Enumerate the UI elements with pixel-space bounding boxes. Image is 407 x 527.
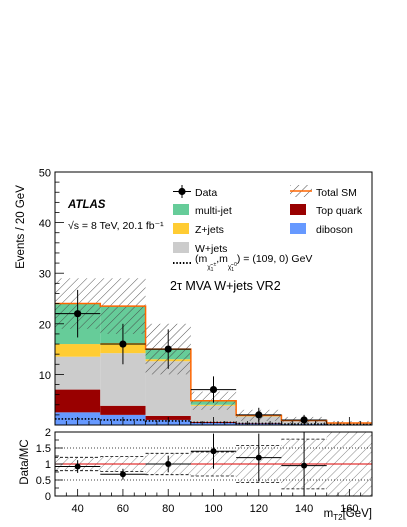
ratio-point [119,471,126,478]
legend-label-signal: (mχ̃1±,mχ̃10) = (109, 0) GeV [195,253,312,273]
legend-swatch-multi-jet [173,204,189,215]
ratio-point [301,462,308,469]
ratio-y-tick-label: 1.5 [36,443,51,455]
y-axis-label: Events / 20 GeV [15,185,27,269]
experiment-label: ATLAS [67,199,106,211]
x-tick-label: 160 [340,503,358,515]
x-tick-label: 60 [117,503,129,515]
data-point [255,411,263,419]
energy-label: √s = 8 TeV, 20.1 fb⁻¹ [68,220,164,232]
ratio-point [210,448,217,455]
legend-label-w-jets: W+jets [195,243,227,255]
legend-swatch-z-jets [173,223,189,234]
y-tick-label: 30 [39,269,51,281]
labels: ATLAS √s = 8 TeV, 20.1 fb⁻¹ 2τ MVA W+jet… [15,185,281,485]
data-point [209,385,218,394]
legend-swatch-diboson [290,223,306,234]
ratio-y-tick-label: 2 [45,427,51,439]
main-plot-area [55,278,372,425]
legend-label-diboson: diboson [316,224,353,236]
legend-label-multi-jet: multi-jet [195,205,232,217]
legend-swatch-w-jets [173,242,189,253]
ratio-point [255,454,262,461]
y-tick-label: 20 [39,319,51,331]
legend-label-z-jets: Z+jets [195,224,224,236]
x-tick-label: 100 [204,503,222,515]
ratio-y-tick-label: 1 [45,459,51,471]
ratio-y-tick-label: 0 [45,491,51,503]
region-label: 2τ MVA W+jets VR2 [170,279,281,293]
y-tick-label: 40 [39,218,51,230]
ratio-uncertainty-edge [145,452,191,476]
legend-swatch-top-quark [290,204,306,215]
y-tick-label: 50 [39,168,51,180]
ratio-y-tick-label: 0.5 [36,475,51,487]
bar-z-jets [55,344,101,357]
data-point [119,340,127,348]
legend-label-total-sm: Total SM [316,187,357,199]
x-tick-label: 140 [295,503,313,515]
legend-data-marker [178,187,186,196]
main-plot: 10 20 30 40 50 [39,168,373,426]
y-tick-label: 10 [39,370,51,382]
x-tick-label: 80 [162,503,174,515]
bar-top-quark [100,405,146,415]
ratio-plot-area [55,432,372,496]
data-point [164,345,172,353]
ratio-y-axis-label: Data/MC [19,439,31,484]
x-tick-label: 120 [250,503,268,515]
legend-label-data: Data [195,187,217,199]
ratio-point [165,461,172,467]
x-axis-label: mT2[GeV] [324,508,372,522]
x-tick-label: 40 [72,503,84,515]
legend-label-top-quark: Top quark [316,205,363,217]
ratio-point [74,463,81,470]
data-point [74,310,82,318]
bar-w-jets [55,356,101,390]
legend: Data Total SM multi-jet Top quark Z+jets dibo… [173,185,363,273]
bar-top-quark [55,389,101,413]
